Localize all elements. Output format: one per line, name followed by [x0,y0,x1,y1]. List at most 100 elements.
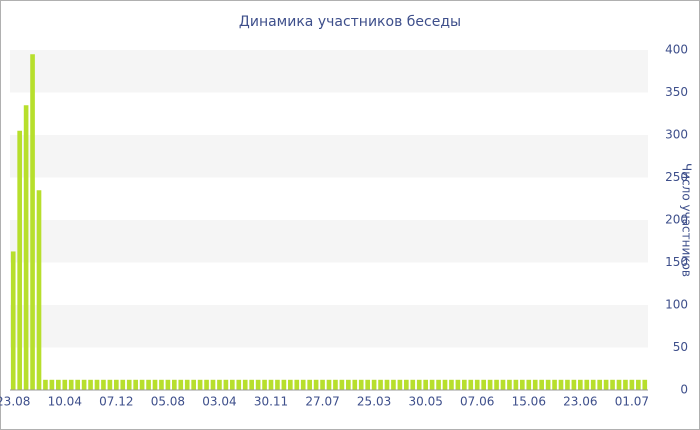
bar [313,379,319,390]
bar [75,379,80,390]
bar [320,379,325,390]
bar [500,379,506,390]
bar [210,379,216,390]
x-tick-label: 15.06 [512,395,546,409]
bar [94,379,100,390]
bar [339,379,345,390]
bar [152,379,158,390]
bar [101,379,106,390]
bar [590,379,596,390]
bar [49,379,55,390]
bar [384,379,390,390]
y-tick-label: 250 [665,170,688,184]
bar [565,379,570,390]
bar [416,379,422,390]
bar [294,379,300,390]
bar [462,379,467,390]
bar [429,379,435,390]
bar [139,379,145,390]
y-axis-label: Число участников [680,163,694,277]
bar [165,379,171,390]
x-tick-label: 05.08 [151,395,185,409]
bar [520,379,525,390]
chart-title: Динамика участников беседы [239,14,461,30]
x-tick-label: 03.04 [202,395,236,409]
bar [346,379,351,390]
y-tick-label: 200 [665,213,688,227]
x-tick-label: 07.06 [460,395,494,409]
x-tick-label: 23.06 [563,395,597,409]
marks [10,54,648,390]
bar [481,379,486,390]
bar [455,379,461,390]
bar [172,379,177,390]
bar [178,379,184,390]
bar [249,379,254,390]
bar [558,379,564,390]
y-tick-label: 0 [680,383,688,397]
x-tick-label: 01.07 [615,395,649,409]
bar [610,379,615,390]
bar [275,379,280,390]
bar [532,379,538,390]
bar [410,379,416,390]
bar [545,379,551,390]
bar [616,379,622,390]
bar [578,379,583,390]
bar [584,379,590,390]
bar [30,54,35,390]
bar [281,379,287,390]
bar [371,379,377,390]
x-tick-label: 23.08 [0,395,30,409]
bar [126,379,132,390]
bar [507,379,512,390]
bar [449,379,454,390]
y-tick-label: 400 [665,43,688,57]
bar [88,379,93,390]
bar [191,379,196,390]
y-tick-label: 350 [665,85,688,99]
bar [597,379,602,390]
bar [255,379,261,390]
x-tick-label: 30.11 [254,395,288,409]
bar [526,379,532,390]
bar [223,379,229,390]
bar [43,379,48,390]
bands [10,50,648,348]
bar [474,379,480,390]
bar [513,379,519,390]
x-tick-label: 10.04 [48,395,82,409]
bar [468,379,474,390]
grid-band [10,135,648,178]
grid-band [10,305,648,348]
bar [358,379,364,390]
bar [217,379,222,390]
bar [62,379,68,390]
bar [423,379,428,390]
bar [636,379,641,390]
y-tick-label: 150 [665,255,688,269]
bar [10,251,16,390]
y-tick-label: 100 [665,298,688,312]
bar [146,379,151,390]
bar [391,379,396,390]
bar [197,379,203,390]
bar [114,379,119,390]
bar [487,379,493,390]
bar [204,379,209,390]
bar [268,379,274,390]
bar [36,190,42,390]
bar [307,379,312,390]
bar [552,379,557,390]
bar [56,379,61,390]
bar [242,379,248,390]
bar [17,130,22,390]
bar [120,379,126,390]
bar [397,379,403,390]
bar [436,379,441,390]
bar [68,379,74,390]
bar [404,379,409,390]
bar [571,379,577,390]
bar [236,379,242,390]
